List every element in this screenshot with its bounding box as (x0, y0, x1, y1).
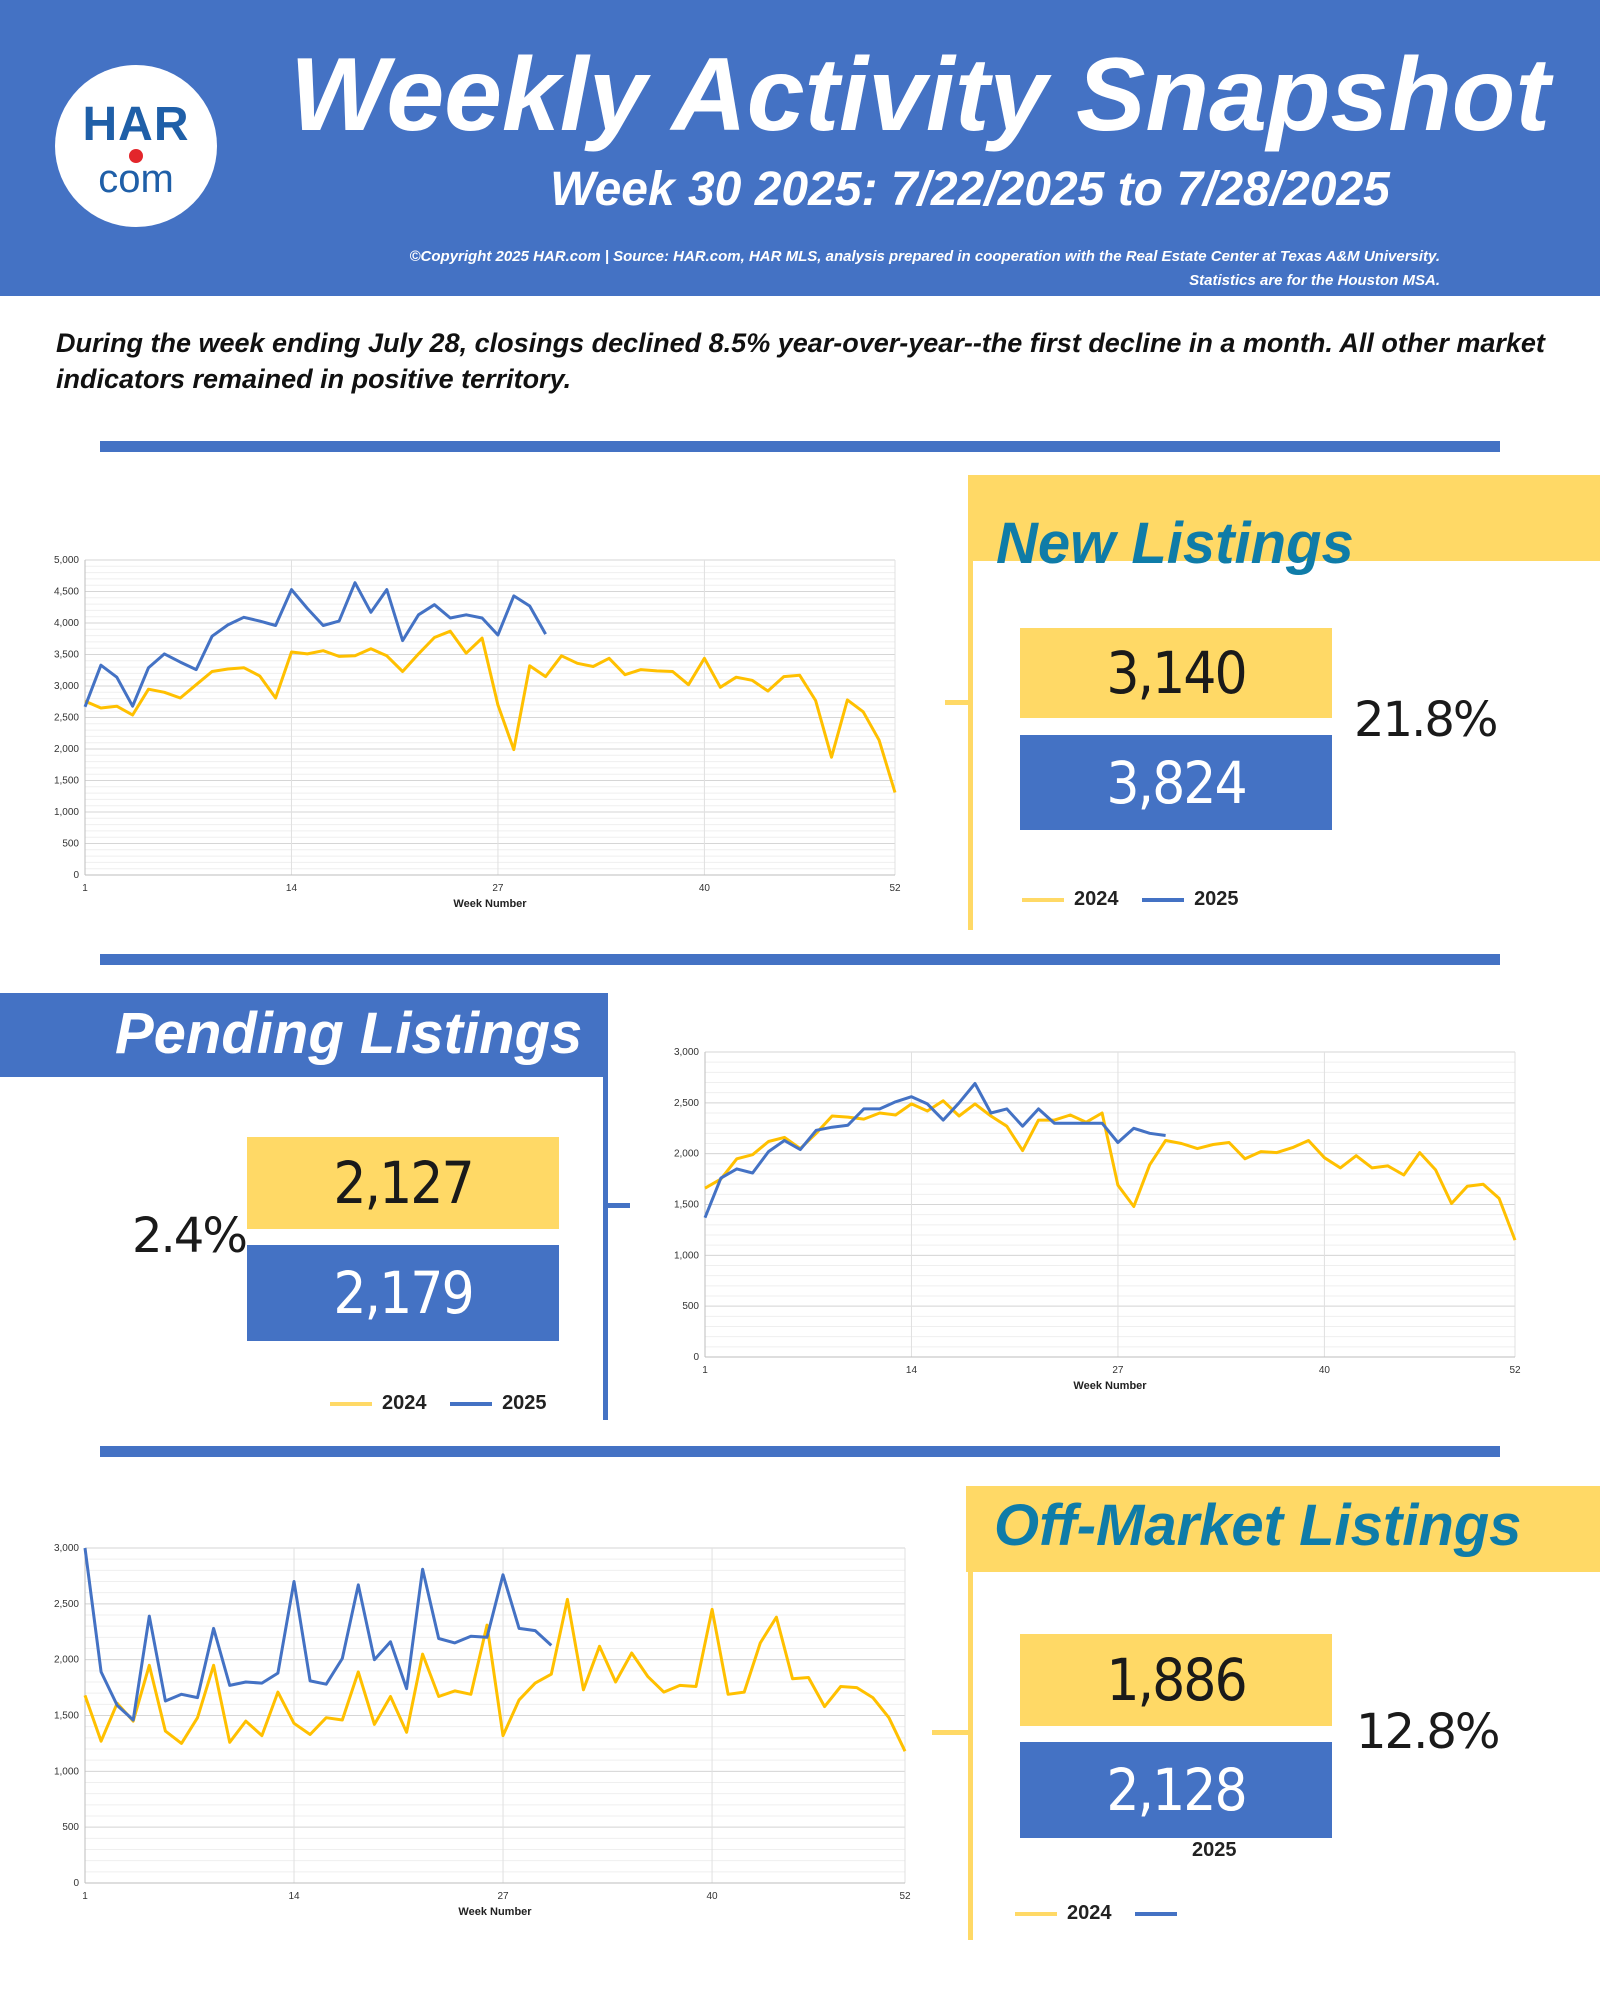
y-tick-label: 1,500 (54, 776, 79, 787)
new-listings-change: 21.8% (1354, 692, 1498, 748)
x-axis-label: Week Number (453, 898, 527, 910)
off-market-title: Off-Market Listings (994, 1493, 1522, 1558)
pending-listings-2024-value: 2,127 (247, 1137, 559, 1229)
har-logo[interactable]: HAR com (55, 65, 217, 227)
off-market-change: 12.8% (1356, 1704, 1500, 1760)
y-tick-label: 2,000 (54, 744, 79, 755)
legend-item-2025: 2025 (450, 1392, 547, 1415)
series-line-2025 (83, 581, 547, 708)
y-tick-label: 4,500 (54, 587, 79, 598)
x-tick-label: 40 (699, 883, 711, 894)
off-market-2024-value: 1,886 (1020, 1634, 1332, 1726)
y-tick-label: 1,000 (674, 1250, 699, 1261)
new-listings-connector (945, 700, 970, 705)
x-tick-label: 14 (906, 1365, 918, 1376)
off-market-side-line (968, 1486, 973, 1940)
page-title: Weekly Activity Snapshot (290, 37, 1550, 153)
pending-listings-change: 2.4% (132, 1208, 248, 1264)
new-listings-title: New Listings (996, 511, 1354, 576)
off-market-title-band (966, 1486, 1600, 1572)
off-market-2025-caption: 2025 (1192, 1839, 1237, 1861)
y-tick-label: 2,000 (54, 1655, 79, 1666)
header-banner: HAR com Weekly Activity Snapshot Week 30… (0, 0, 1600, 296)
y-tick-label: 3,000 (54, 681, 79, 692)
off-market-2025-value: 2,128 (1020, 1742, 1332, 1838)
legend-item-2025: 2025 (1142, 888, 1239, 911)
divider-2 (100, 954, 1500, 965)
logo-text-com: com (98, 157, 174, 201)
pending-listings-title-band (0, 993, 606, 1077)
pending-listings-2025-value: 2,179 (247, 1245, 559, 1341)
copyright-note: ©Copyright 2025 HAR.com | Source: HAR.co… (410, 245, 1441, 293)
x-tick-label: 14 (286, 883, 298, 894)
y-tick-label: 1,000 (54, 807, 79, 818)
x-tick-label: 27 (492, 883, 504, 894)
y-tick-label: 500 (62, 839, 79, 850)
x-tick-label: 1 (702, 1365, 708, 1376)
legend-item-2024: 2024 (1022, 888, 1119, 911)
y-tick-label: 1,500 (54, 1711, 79, 1722)
y-tick-label: 1,000 (54, 1766, 79, 1777)
x-tick-label: 52 (1509, 1365, 1521, 1376)
y-tick-label: 3,000 (54, 1543, 79, 1554)
y-tick-label: 2,000 (674, 1149, 699, 1160)
x-tick-label: 1 (82, 883, 88, 894)
x-tick-label: 14 (288, 1891, 300, 1902)
divider-1 (100, 441, 1500, 452)
new-listings-side-line (968, 475, 973, 930)
series-line-2024 (704, 1099, 1517, 1241)
y-tick-label: 0 (73, 1878, 79, 1889)
x-tick-label: 52 (899, 1891, 911, 1902)
logo-text-har: HAR (82, 98, 190, 151)
summary-text: During the week ending July 28, closings… (56, 328, 1545, 394)
series-line-2025 (703, 1082, 1166, 1219)
y-tick-label: 2,500 (54, 713, 79, 724)
new-listings-chart: 0 500 1,000 1,500 2,000 2,500 3,000 3,500 4,000 4… (54, 555, 901, 910)
logo-dot-icon (129, 149, 143, 163)
x-tick-label: 1 (82, 1891, 88, 1902)
pending-listings-title: Pending Listings (115, 1001, 583, 1066)
x-axis-label: Week Number (1073, 1380, 1147, 1392)
off-market-listings-chart: 0 500 1,000 1,500 2,000 2,500 3,000 1 14 27 40 52 We… (54, 1543, 911, 1918)
page-subtitle: Week 30 2025: 7/22/2025 to 7/28/2025 (550, 163, 1390, 216)
y-tick-label: 3,000 (674, 1047, 699, 1058)
y-tick-label: 0 (73, 870, 79, 881)
y-tick-label: 500 (682, 1301, 699, 1312)
legend-item-2024: 2024 (330, 1392, 427, 1415)
pending-listings-side-line (603, 993, 608, 1420)
x-tick-label: 40 (1319, 1365, 1331, 1376)
series-line-2025 (83, 1547, 553, 1722)
y-tick-label: 1,500 (674, 1200, 699, 1211)
x-tick-label: 27 (1112, 1365, 1124, 1376)
legend-item-2025-swatch (1135, 1902, 1187, 1925)
series-line-2024 (84, 629, 897, 793)
x-tick-label: 40 (706, 1891, 718, 1902)
y-tick-label: 500 (62, 1822, 79, 1833)
off-market-legend: 2024 (1015, 1902, 1205, 1925)
pending-listings-chart: 0 500 1,000 1,500 2,000 2,500 3,000 1 14 27 40 52 We… (674, 1047, 1521, 1392)
y-tick-label: 2,500 (54, 1599, 79, 1610)
pending-listings-legend: 2024 2025 (330, 1392, 565, 1415)
copyright-line-1: ©Copyright 2025 HAR.com | Source: HAR.co… (409, 248, 1441, 265)
pending-listings-connector (606, 1203, 630, 1208)
y-tick-label: 0 (693, 1352, 699, 1363)
x-tick-label: 52 (889, 883, 901, 894)
off-market-connector (932, 1730, 970, 1735)
legend-item-2024: 2024 (1015, 1902, 1112, 1925)
new-listings-2025-value: 3,824 (1020, 735, 1332, 830)
x-axis-label: Week Number (458, 1906, 532, 1918)
copyright-line-2: Statistics are for the Houston MSA. (1189, 272, 1440, 289)
y-tick-label: 5,000 (54, 555, 79, 566)
series-line-2024 (83, 1597, 907, 1752)
divider-3 (100, 1446, 1500, 1457)
y-tick-label: 3,500 (54, 650, 79, 661)
new-listings-legend: 2024 2025 (1022, 888, 1257, 911)
new-listings-title-band (970, 475, 1600, 561)
y-tick-label: 2,500 (674, 1098, 699, 1109)
x-tick-label: 27 (497, 1891, 509, 1902)
y-tick-label: 4,000 (54, 618, 79, 629)
new-listings-2024-value: 3,140 (1020, 628, 1332, 718)
